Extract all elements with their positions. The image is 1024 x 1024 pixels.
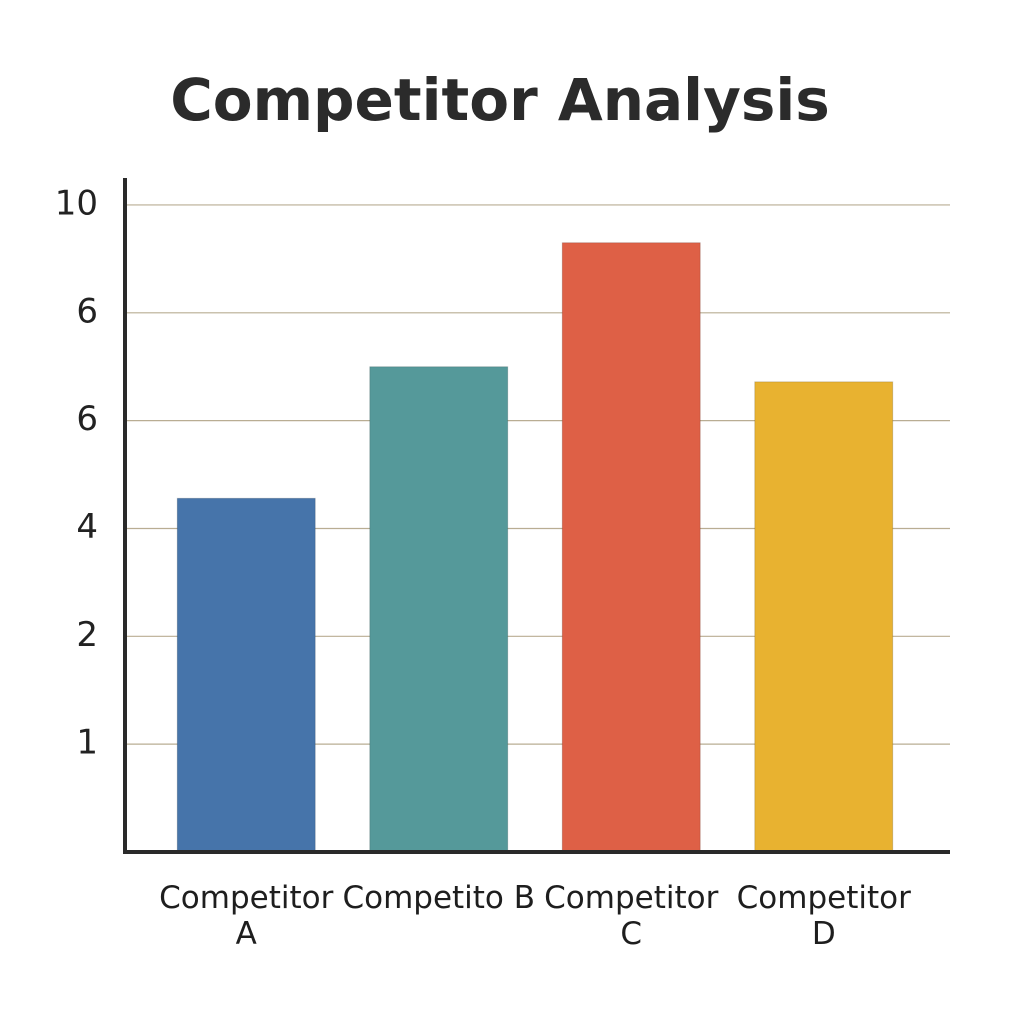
x-tick-label: Competitor A: [159, 880, 334, 952]
bar: [754, 381, 894, 853]
y-tick-label: 1: [76, 723, 98, 763]
y-tick-label: 6: [76, 399, 98, 439]
x-tick-label: Competitor D: [736, 880, 911, 952]
chart-title: Competitor Analysis: [170, 66, 830, 134]
bar: [369, 366, 509, 853]
y-tick-label: 6: [76, 291, 98, 331]
x-tick-label: Competito B: [342, 880, 536, 916]
bar: [561, 242, 701, 853]
y-tick-label: 10: [55, 183, 98, 223]
y-tick-label: 2: [76, 615, 98, 655]
x-tick-label: Competitor C: [544, 880, 719, 952]
bar: [176, 497, 316, 853]
y-tick-label: 4: [76, 507, 98, 547]
